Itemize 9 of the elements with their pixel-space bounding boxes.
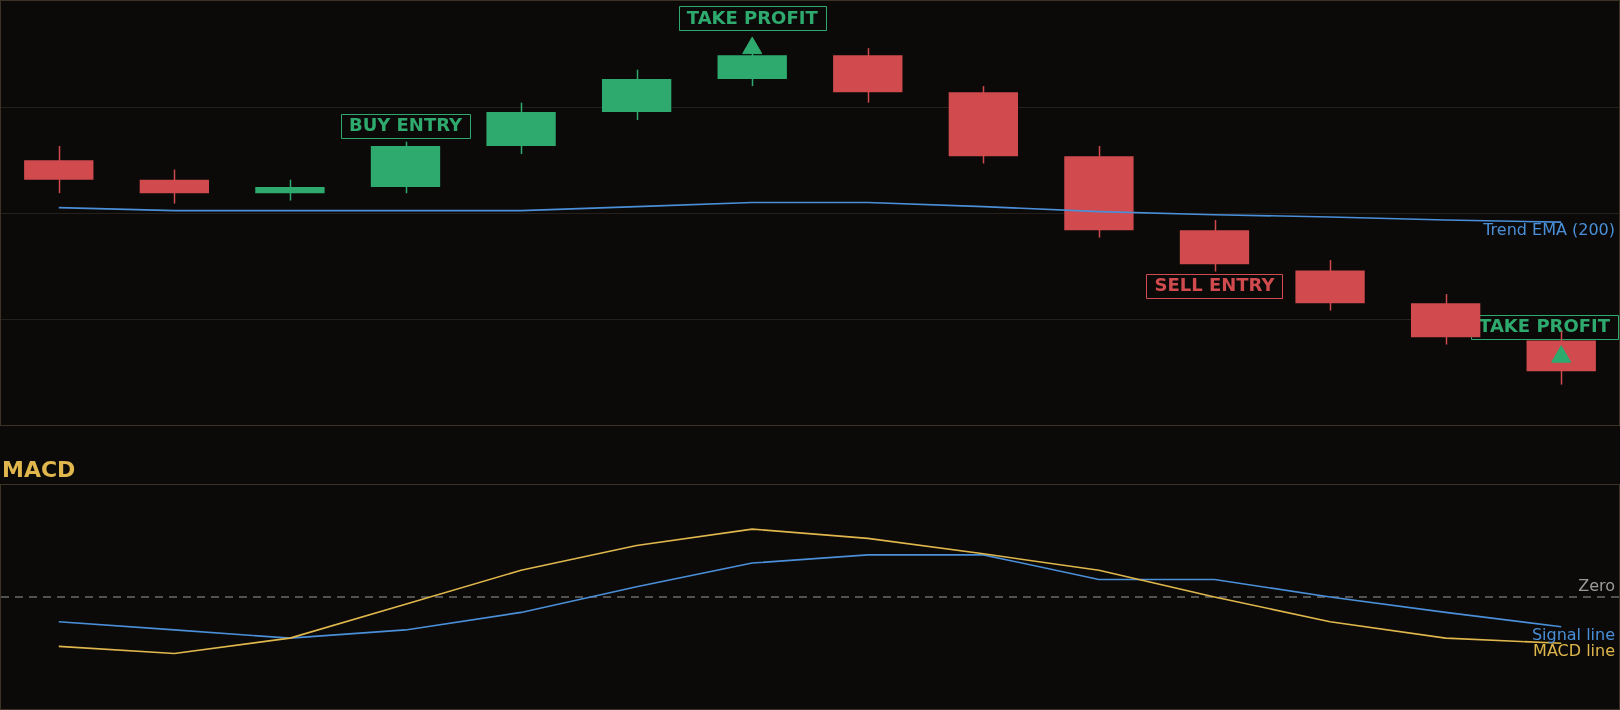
annotation: BUY ENTRY xyxy=(348,114,464,136)
chart-title: MACD xyxy=(2,457,76,482)
series-label: Signal line xyxy=(1531,624,1615,644)
series-label: Trend EMA (200) xyxy=(1482,220,1615,240)
annotation: TAKE PROFIT xyxy=(686,6,819,28)
ref-line-label: Zero xyxy=(1578,576,1615,596)
candlestick xyxy=(255,178,325,202)
annotation: TAKE PROFIT xyxy=(1479,315,1611,337)
annotation: SELL ENTRY xyxy=(1154,274,1276,296)
